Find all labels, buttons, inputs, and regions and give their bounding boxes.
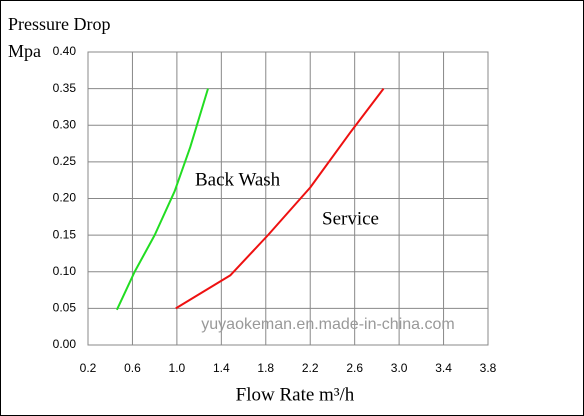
watermark: yuyaokeman.en.made-in-china.com bbox=[201, 316, 454, 333]
x-tick-label: 3.4 bbox=[435, 361, 452, 375]
x-tick-label: 1.0 bbox=[169, 361, 186, 375]
x-tick-label: 0.2 bbox=[80, 361, 97, 375]
annotation: Back Wash bbox=[195, 169, 281, 190]
plot-area bbox=[87, 51, 489, 346]
y-tick-label: 0.25 bbox=[53, 154, 77, 168]
x-tick-label: 0.6 bbox=[124, 361, 141, 375]
y-tick-label: 0.35 bbox=[53, 81, 77, 95]
y-tick-label: 0.00 bbox=[53, 337, 77, 351]
x-tick-label: 2.2 bbox=[302, 361, 319, 375]
y-tick-label: 0.30 bbox=[53, 117, 77, 131]
x-tick-label: 3.8 bbox=[480, 361, 497, 375]
data-line bbox=[175, 88, 385, 310]
x-tick-label: 2.6 bbox=[346, 361, 363, 375]
y-tick-label: 0.40 bbox=[53, 44, 77, 58]
x-axis-title: Flow Rate m³/h bbox=[236, 384, 355, 405]
data-line bbox=[115, 88, 209, 311]
y-tick-label: 0.05 bbox=[53, 301, 77, 315]
y-tick-label: 0.10 bbox=[53, 264, 77, 278]
annotation: Service bbox=[322, 208, 379, 229]
chart-title: Pressure Drop bbox=[8, 14, 110, 34]
x-tick-label: 1.8 bbox=[257, 361, 274, 375]
x-tick-label: 1.4 bbox=[213, 361, 230, 375]
y-tick-label: 0.15 bbox=[53, 227, 77, 241]
y-axis-title: Mpa bbox=[8, 41, 41, 61]
x-tick-label: 3.0 bbox=[391, 361, 408, 375]
y-tick-label: 0.20 bbox=[53, 191, 77, 205]
